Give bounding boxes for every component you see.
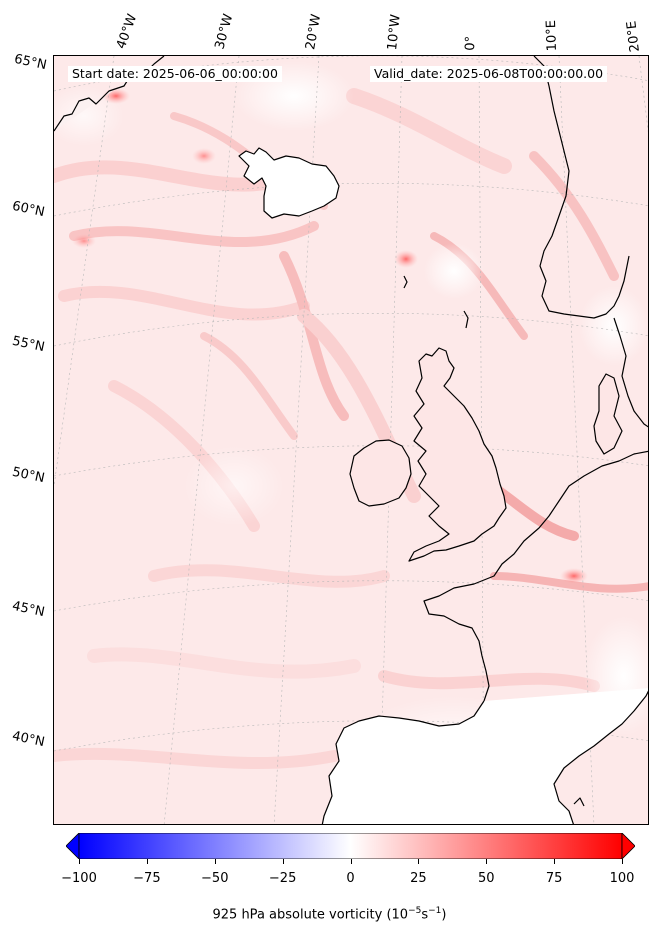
colorbar-tick-label: −75: [133, 871, 161, 886]
norway-coast: [533, 56, 630, 319]
colorbar-tick-label: 50: [477, 871, 495, 886]
map-panel: [53, 55, 649, 825]
lat-label-40n: 40°N: [10, 728, 46, 751]
colorbar-tick-mark: [146, 859, 148, 864]
start-date-label: Start date: 2025-06-06_00:00:00: [68, 66, 282, 82]
lon-label-20w: 20°W: [303, 13, 325, 52]
valid-date-label: Valid_date: 2025-06-08T00:00:00.00: [370, 66, 608, 82]
balearic-coast: [573, 797, 585, 807]
colorbar-tick-mark: [486, 859, 488, 864]
lat-label-50n: 50°N: [10, 464, 46, 487]
lon-label-20e: 20°E: [624, 19, 643, 53]
lon-label-0: 0°: [463, 35, 479, 51]
colorbar-label-unit: s: [421, 907, 429, 923]
colorbar-tick-mark: [79, 859, 80, 864]
ireland-coast: [349, 439, 412, 507]
lat-label-55n: 55°N: [10, 333, 46, 356]
colorbar-max-extend: [621, 832, 636, 860]
coastlines: [54, 56, 648, 824]
lat-label-45n: 45°N: [10, 598, 46, 621]
colorbar-label-text: 925 hPa absolute vorticity (10: [212, 907, 409, 923]
colorbar-graphic: [65, 832, 636, 860]
colorbar-tick-mark: [350, 859, 352, 864]
lon-label-30w: 30°W: [212, 12, 237, 51]
lon-label-10e: 10°E: [543, 19, 560, 52]
colorbar-label: 925 hPa absolute vorticity (10−5s−1): [0, 906, 659, 922]
colorbar-tick-mark: [282, 859, 284, 864]
shetland-coast: [463, 310, 469, 329]
colorbar-tick-label: −25: [268, 871, 297, 886]
colorbar-tick-label: −100: [61, 871, 97, 886]
denmark-coast: [593, 373, 623, 455]
colorbar-tick-label: 100: [609, 871, 635, 886]
colorbar-tick-label: 75: [545, 871, 563, 886]
colorbar-tick-mark: [622, 859, 623, 864]
great-britain-coast: [408, 347, 507, 562]
lon-label-40w: 40°W: [113, 12, 141, 51]
colorbar-tick-label: 0: [346, 871, 355, 886]
colorbar-label-exp2: −1: [428, 906, 442, 916]
colorbar-tick-label: −50: [201, 871, 229, 886]
colorbar-label-exp1: −5: [408, 906, 422, 916]
faroe-coast: [403, 275, 408, 289]
iberia-coast: [321, 688, 648, 824]
continental-coast: [423, 450, 648, 702]
lat-label-60n: 60°N: [10, 198, 46, 221]
colorbar-min-extend: [65, 832, 80, 860]
lon-label-10w: 10°W: [385, 13, 404, 52]
colorbar-tick-label: 25: [410, 871, 427, 886]
colorbar-label-end: ): [441, 907, 447, 923]
colorbar-tick-mark: [418, 859, 420, 864]
sweden-coast: [613, 317, 648, 428]
colorbar: [65, 832, 636, 860]
colorbar-gradient: [78, 832, 623, 860]
colorbar-tick-mark: [214, 859, 216, 864]
lat-label-65n: 65°N: [12, 51, 48, 74]
vorticity-field: [54, 56, 648, 824]
iceland-coast: [238, 147, 340, 219]
colorbar-tick-mark: [554, 859, 556, 864]
